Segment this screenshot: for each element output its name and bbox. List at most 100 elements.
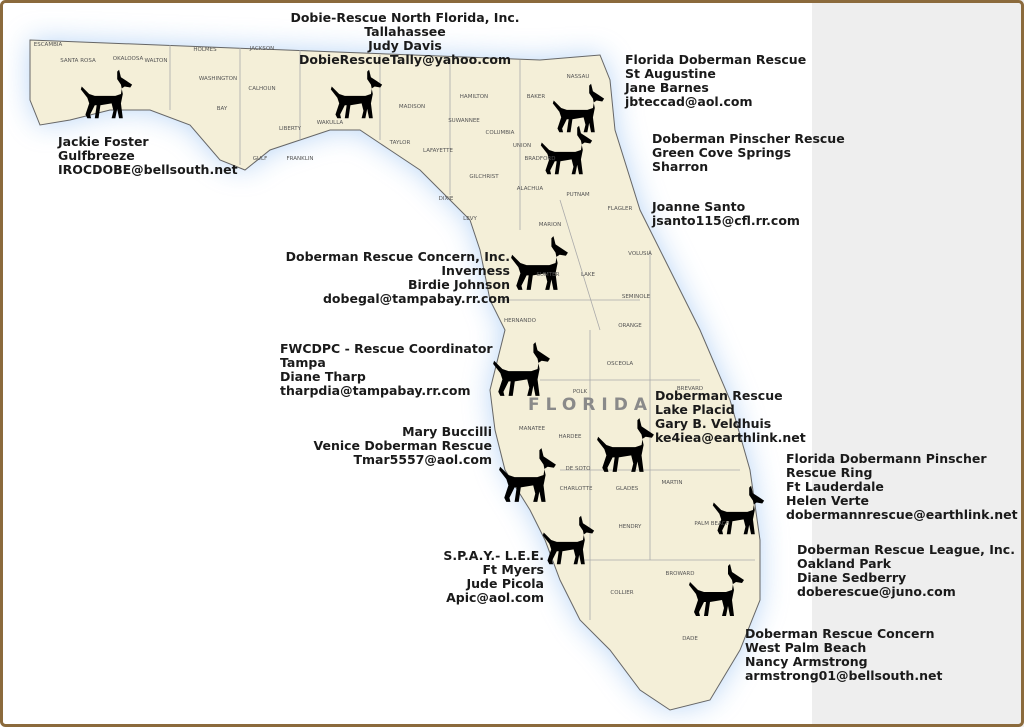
- rescue-contact-line: dobegal@tampabay.rr.com: [323, 291, 510, 306]
- rescue-contact-line: Gulfbreeze: [58, 148, 135, 163]
- rescue-contact-line: Venice Doberman Rescue: [314, 438, 493, 453]
- county-label: VOLUSIA: [628, 251, 652, 257]
- rescue-contact-line: Dobie-Rescue North Florida, Inc.: [290, 10, 519, 25]
- county-label: CHARLOTTE: [560, 486, 593, 492]
- rescue-contact-line: Green Cove Springs: [652, 145, 791, 160]
- county-label: DADE: [682, 636, 698, 642]
- county-label: BROWARD: [666, 571, 695, 577]
- rescue-contact-line: Jude Picola: [466, 576, 545, 591]
- county-label: FRANKLIN: [286, 156, 313, 162]
- county-label: NASSAU: [567, 74, 590, 80]
- county-label: BAY: [217, 106, 228, 112]
- county-label: GILCHRIST: [469, 174, 499, 180]
- county-label: ALACHUA: [517, 186, 544, 192]
- rescue-contact-line: Florida Doberman Rescue: [625, 52, 806, 67]
- county-label: WASHINGTON: [199, 76, 237, 82]
- rescue-contact-line: Jane Barnes: [624, 80, 709, 95]
- rescue-contact-line: Tmar5557@aol.com: [353, 452, 492, 467]
- county-label: BAKER: [527, 94, 546, 100]
- rescue-contact-line: jsanto115@cfl.rr.com: [651, 213, 800, 228]
- rescue-contact-line: Gary B. Veldhuis: [655, 416, 771, 431]
- rescue-contact-line: Apic@aol.com: [446, 590, 544, 605]
- county-label: COLLIER: [610, 590, 633, 596]
- county-label: WAKULLA: [317, 120, 344, 126]
- rescue-contact-line: Ft Lauderdale: [786, 479, 884, 494]
- county-label: LAKE: [581, 272, 596, 278]
- rescue-contact-line: Doberman Pinscher Rescue: [652, 131, 845, 146]
- county-label: SANTA ROSA: [60, 58, 96, 64]
- rescue-contact-line: Jackie Foster: [57, 134, 149, 149]
- rescue-contact-line: Tampa: [280, 355, 326, 370]
- map-label: FLORIDA: [528, 395, 653, 415]
- rescue-contact-line: Mary Buccilli: [402, 424, 492, 439]
- rescue-contact-line: tharpdia@tampabay.rr.com: [280, 383, 470, 398]
- rescue-contact-line: IROCDOBE@bellsouth.net: [58, 162, 238, 177]
- rescue-contact-line: Doberman Rescue: [655, 388, 783, 403]
- rescue-contact-line: Florida Dobermann Pinscher: [786, 451, 987, 466]
- rescue-contact-line: Oakland Park: [797, 556, 892, 571]
- county-label: HAMILTON: [460, 94, 488, 100]
- rescue-contact-line: West Palm Beach: [745, 640, 866, 655]
- rescue-contact-line: Judy Davis: [367, 38, 442, 53]
- county-label: HERNANDO: [504, 318, 537, 324]
- county-label: ESCAMBIA: [34, 42, 63, 48]
- rescue-contact-line: Tallahassee: [364, 24, 446, 39]
- rescue-contact-line: armstrong01@bellsouth.net: [745, 668, 942, 683]
- county-label: OKALOOSA: [113, 56, 144, 62]
- county-label: PUTNAM: [566, 192, 590, 198]
- county-label: LAFAYETTE: [423, 148, 453, 154]
- rescue-contact-line: doberescue@juno.com: [797, 584, 956, 599]
- county-label: UNION: [513, 143, 531, 149]
- rescue-contact-line: ke4iea@earthlink.net: [655, 430, 806, 445]
- county-label: COLUMBIA: [486, 130, 515, 136]
- county-label: PALM BEACH: [694, 521, 729, 527]
- county-label: LIBERTY: [279, 126, 302, 132]
- county-label: DIXIE: [439, 196, 454, 202]
- rescue-contact-line: DobieRescueTally@yahoo.com: [299, 52, 511, 67]
- rescue-contact-line: Nancy Armstrong: [745, 654, 868, 669]
- rescue-contact-line: Diane Sedberry: [797, 570, 906, 585]
- rescue-contact-line: Joanne Santo: [651, 199, 746, 214]
- county-label: MARTIN: [661, 480, 682, 486]
- rescue-contact-line: Doberman Rescue Concern: [745, 626, 935, 641]
- rescue-contact-line: Doberman Rescue League, Inc.: [797, 542, 1015, 557]
- rescue-contact-line: Ft Myers: [482, 562, 544, 577]
- county-label: MANATEE: [519, 426, 546, 432]
- rescue-contact-line: Inverness: [441, 263, 510, 278]
- rescue-contact-line: Doberman Rescue Concern, Inc.: [286, 249, 510, 264]
- county-label: TAYLOR: [389, 140, 411, 146]
- county-label: GULF: [253, 156, 268, 162]
- county-label: GLADES: [616, 486, 639, 492]
- rescue-contact-line: Sharron: [652, 159, 708, 174]
- county-label: DE SOTO: [566, 466, 592, 472]
- county-label: HENDRY: [619, 524, 642, 530]
- rescue-contact-line: Rescue Ring: [786, 465, 872, 480]
- rescue-contact-line: Birdie Johnson: [408, 277, 510, 292]
- county-label: ORANGE: [618, 323, 642, 329]
- county-label: HOLMES: [193, 47, 217, 53]
- county-label: MARION: [539, 222, 561, 228]
- county-label: FLAGLER: [608, 206, 633, 212]
- county-label: CALHOUN: [248, 86, 275, 92]
- county-label: LEVY: [463, 216, 477, 222]
- rescue-contact-line: jbteccad@aol.com: [624, 94, 752, 109]
- county-label: POLK: [573, 389, 588, 395]
- county-label: BREVARD: [677, 386, 703, 392]
- rescue-contact-line: FWCDPC - Rescue Coordinator: [280, 341, 493, 356]
- rescue-contact-line: Diane Tharp: [280, 369, 366, 384]
- county-label: OSCEOLA: [607, 361, 634, 367]
- rescue-contact-line: Lake Placid: [655, 402, 735, 417]
- county-label: SEMINOLE: [622, 294, 651, 300]
- rescue-contact-line: St Augustine: [625, 66, 716, 81]
- county-label: HARDEE: [559, 434, 582, 440]
- county-label: JACKSON: [249, 46, 275, 52]
- rescue-contact-line: dobermannrescue@earthlink.net: [786, 507, 1018, 522]
- county-label: SUWANNEE: [448, 118, 480, 124]
- county-label: SUMTER: [537, 272, 560, 278]
- county-label: MADISON: [399, 104, 425, 110]
- county-label: BRADFORD: [525, 156, 556, 162]
- county-label: WALTON: [144, 58, 167, 64]
